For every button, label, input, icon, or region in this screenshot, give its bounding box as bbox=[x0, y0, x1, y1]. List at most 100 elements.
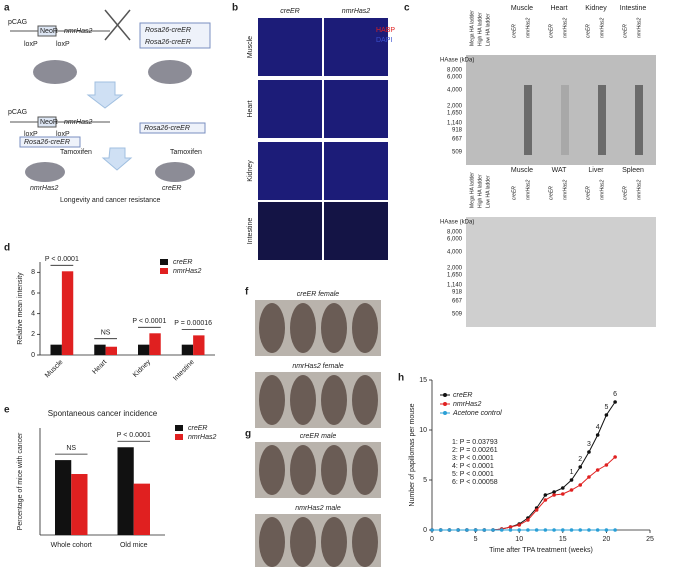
panel-label: e bbox=[4, 405, 10, 416]
point bbox=[613, 455, 617, 459]
ladder-name: High HA ladder bbox=[477, 12, 483, 46]
micrograph bbox=[324, 202, 388, 260]
mouse bbox=[321, 303, 347, 353]
legend-marker bbox=[443, 411, 447, 415]
point bbox=[473, 528, 478, 532]
gel bbox=[466, 217, 656, 327]
point bbox=[482, 528, 487, 532]
schematic-label: creER bbox=[162, 185, 181, 192]
kda-label: HAase (kDa) bbox=[440, 220, 474, 226]
x-tick-label: 10 bbox=[515, 536, 523, 543]
bar bbox=[71, 474, 88, 535]
mouse bbox=[352, 303, 378, 353]
row-label: Intestine bbox=[247, 218, 254, 245]
point bbox=[552, 493, 556, 497]
schematic bbox=[10, 9, 211, 182]
tissue-label: Muscle bbox=[511, 167, 533, 174]
mouse bbox=[259, 303, 285, 353]
bar bbox=[50, 344, 62, 355]
point bbox=[561, 492, 565, 496]
mouse bbox=[259, 375, 285, 425]
x-tick-label: Muscle bbox=[44, 359, 65, 380]
point bbox=[587, 450, 591, 454]
bar bbox=[55, 460, 72, 535]
schematic-label: loxP bbox=[56, 41, 70, 48]
schematic-label: Rosa26-creER bbox=[145, 27, 191, 34]
mouse bbox=[352, 375, 378, 425]
panel-label: b bbox=[232, 3, 238, 14]
point bbox=[569, 478, 574, 482]
schematic-label: nmrHas2 bbox=[64, 28, 93, 35]
point bbox=[430, 528, 434, 532]
panel-label: g bbox=[245, 429, 251, 440]
panel-label: a bbox=[4, 3, 10, 14]
tissue-label: Muscle bbox=[511, 5, 533, 12]
kda-tick: 2,000 bbox=[447, 266, 463, 272]
kda-tick: 667 bbox=[452, 137, 463, 143]
point bbox=[604, 413, 609, 417]
schematic-label: Tamoxifen bbox=[170, 149, 202, 156]
micrograph bbox=[324, 80, 388, 138]
tissue-label: WAT bbox=[552, 167, 567, 174]
mouse bbox=[321, 517, 347, 567]
point bbox=[604, 463, 609, 467]
mouse bbox=[259, 445, 285, 495]
point bbox=[543, 493, 548, 497]
y-tick-label: 15 bbox=[419, 377, 427, 384]
schematic-label: pCAG bbox=[8, 109, 27, 116]
point bbox=[447, 528, 452, 532]
genotype-label: nmrHas2 bbox=[525, 17, 531, 38]
mouse bbox=[290, 375, 316, 425]
marker-label: 2 bbox=[578, 456, 582, 463]
bar bbox=[105, 346, 117, 355]
marker-label: 3 bbox=[587, 441, 591, 448]
legend-label: creER bbox=[453, 392, 472, 399]
schematic-label: loxP bbox=[24, 41, 38, 48]
point bbox=[569, 488, 574, 492]
mouse bbox=[352, 517, 378, 567]
ladder-name: Low HA ladder bbox=[485, 13, 491, 46]
significance-label: P = 0.00016 bbox=[174, 320, 212, 327]
mouse bbox=[352, 445, 378, 495]
significance-label: P < 0.0001 bbox=[117, 432, 151, 439]
x-axis-label: Time after TPA treatment (weeks) bbox=[489, 547, 593, 554]
genotype-label: creER bbox=[548, 24, 554, 38]
kda-tick: 2,000 bbox=[447, 104, 463, 110]
genotype-label: creER bbox=[511, 24, 517, 38]
point bbox=[491, 528, 495, 532]
ladder-name: Mega HA ladder bbox=[469, 10, 475, 46]
bar bbox=[133, 483, 150, 535]
y-tick-label: 0 bbox=[31, 352, 35, 359]
panel-label: d bbox=[4, 243, 10, 254]
x-tick-label: Intestine bbox=[172, 359, 196, 383]
micrograph bbox=[324, 142, 388, 200]
y-tick-label: 10 bbox=[419, 427, 427, 434]
mouse bbox=[321, 375, 347, 425]
smear bbox=[635, 85, 643, 155]
point bbox=[578, 528, 583, 532]
kda-tick: 1,650 bbox=[447, 273, 463, 279]
point bbox=[578, 483, 583, 487]
stat-label: 2: P = 0.00261 bbox=[452, 447, 498, 454]
panel-label: h bbox=[398, 373, 404, 384]
tissue-label: Heart bbox=[550, 5, 567, 12]
legend-swatch bbox=[175, 425, 183, 431]
legend-marker bbox=[443, 393, 447, 397]
mouse bbox=[290, 445, 316, 495]
marker-label: 1 bbox=[570, 469, 574, 476]
point bbox=[456, 528, 460, 532]
y-tick-label: 8 bbox=[31, 269, 35, 276]
x-tick-label: 15 bbox=[559, 536, 567, 543]
point bbox=[613, 528, 617, 532]
stat-label: 3: P < 0.0001 bbox=[452, 455, 494, 462]
schematic-label: pCAG bbox=[8, 19, 27, 26]
kda-tick: 667 bbox=[452, 299, 463, 305]
panel-label: c bbox=[404, 3, 410, 14]
point bbox=[465, 528, 469, 532]
point bbox=[526, 518, 530, 522]
stat-label: 1: P = 0.03793 bbox=[452, 439, 498, 446]
y-tick-label: 2 bbox=[31, 331, 35, 338]
mouse bbox=[321, 445, 347, 495]
row-label: Kidney bbox=[247, 160, 254, 182]
